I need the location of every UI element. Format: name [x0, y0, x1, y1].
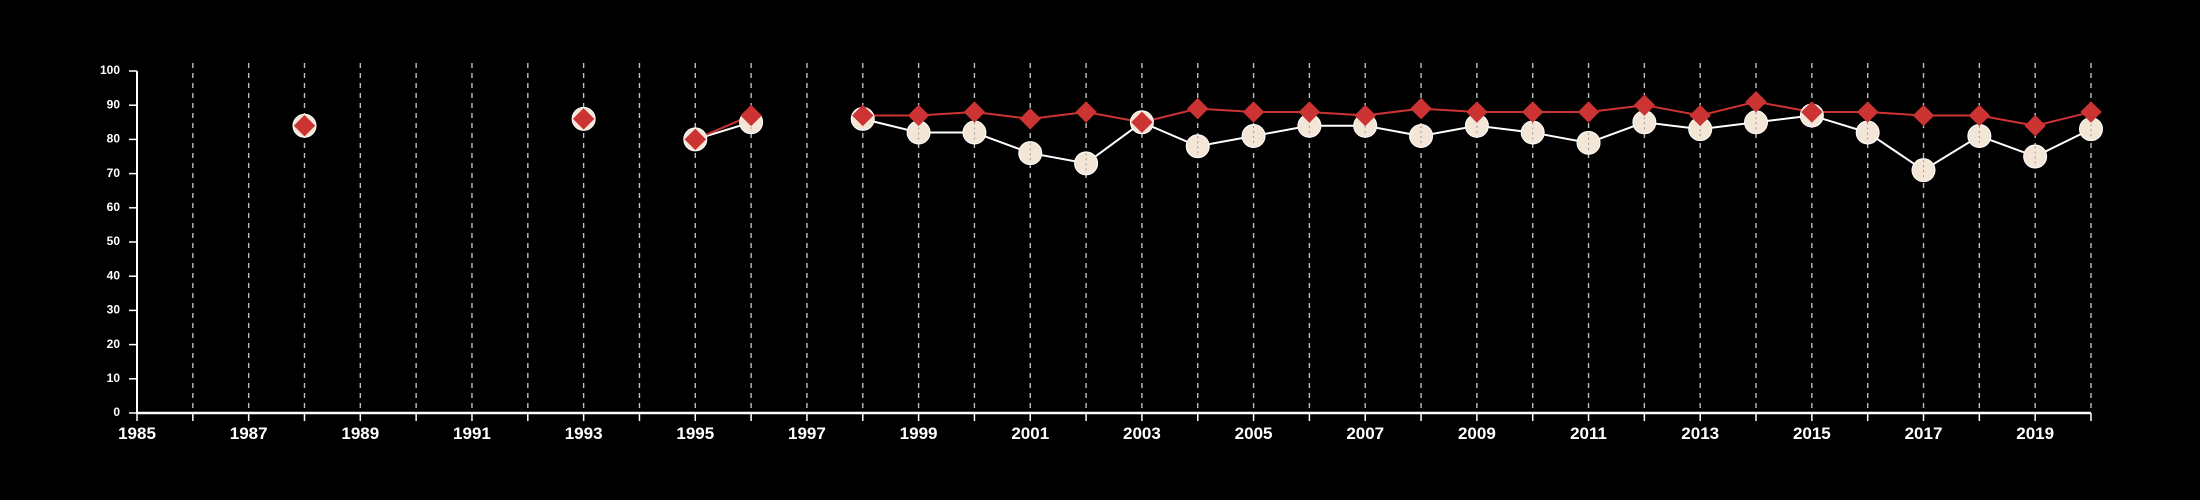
- series-layer: [694, 100, 2092, 172]
- x-tick-label: 1989: [341, 424, 379, 443]
- x-tick-label: 1987: [230, 424, 268, 443]
- x-tick-label: 2007: [1346, 424, 1384, 443]
- y-tick-label: 20: [107, 337, 121, 351]
- point-diamond-2007: [1354, 104, 1376, 127]
- y-tick-label: 90: [107, 97, 121, 111]
- point-diamond-2012: [1633, 94, 1656, 116]
- point-diamond-2011: [1577, 101, 1600, 123]
- point-diamond-1993: [572, 108, 595, 130]
- point-diamond-2010: [1522, 101, 1544, 123]
- point-diamond-1995: [684, 128, 706, 151]
- point-diamond-2004: [1187, 97, 1209, 120]
- x-tick-label: 1999: [900, 424, 938, 443]
- point-diamond-2002: [1075, 101, 1097, 123]
- x-tick-label: 2003: [1123, 424, 1161, 443]
- point-diamond-2009: [1466, 101, 1488, 123]
- x-tick-label: 2001: [1011, 424, 1049, 443]
- markers-layer: [292, 91, 2103, 183]
- x-tick-label: 1993: [565, 424, 603, 443]
- point-diamond-2017: [1912, 104, 1935, 127]
- point-diamond-2000: [963, 101, 986, 123]
- x-tick-label: 2017: [1905, 424, 1943, 443]
- point-diamond-1988: [293, 115, 316, 137]
- y-tick-label: 10: [107, 371, 121, 385]
- x-tick-label: 2005: [1235, 424, 1273, 443]
- point-diamond-2005: [1242, 101, 1265, 123]
- x-tick-label: 2013: [1681, 424, 1719, 443]
- x-tick-label: 1995: [676, 424, 714, 443]
- x-tick-label: 2011: [1570, 424, 1607, 443]
- point-diamond-1996: [740, 104, 762, 127]
- point-diamond-2019: [2024, 115, 2046, 137]
- grid-lines: [192, 63, 2092, 413]
- y-tick-label: 60: [107, 200, 121, 214]
- point-diamond-2006: [1298, 101, 1321, 123]
- y-tick-label: 40: [107, 268, 121, 282]
- point-circle-2008: [1409, 123, 1434, 148]
- axes: 0 10 20 30 40 50 60 70 80 90 100 1985 1987 1989 1991 19…: [100, 63, 2092, 443]
- point-diamond-2001: [1019, 108, 1041, 130]
- x-tick-label: 1997: [788, 424, 826, 443]
- point-diamond-2014: [1745, 91, 1767, 113]
- x-tick-label: 1985: [118, 424, 156, 443]
- point-diamond-2003: [1131, 111, 1153, 134]
- point-diamond-2016: [1856, 101, 1879, 123]
- point-circle-2005: [1241, 123, 1266, 148]
- y-tick-label: 100: [100, 63, 120, 77]
- y-tick-label: 30: [107, 303, 121, 317]
- point-diamond-2020: [2080, 101, 2102, 123]
- x-tick-label: 2015: [1793, 424, 1831, 443]
- point-diamond-2018: [1968, 104, 1991, 127]
- y-tick-label: 50: [107, 234, 121, 248]
- point-diamond-2015: [1801, 101, 1823, 123]
- y-tick-label: 70: [107, 166, 121, 180]
- y-tick-label: 0: [113, 405, 120, 419]
- point-diamond-2008: [1410, 97, 1432, 120]
- x-tick-label: 2019: [2016, 424, 2054, 443]
- point-diamond-1998: [852, 104, 874, 127]
- point-diamond-2013: [1689, 104, 1711, 127]
- y-tick-label: 80: [107, 132, 121, 146]
- x-tick-label: 2009: [1458, 424, 1496, 443]
- x-tick-label: 1991: [453, 424, 491, 443]
- point-diamond-1999: [907, 104, 930, 127]
